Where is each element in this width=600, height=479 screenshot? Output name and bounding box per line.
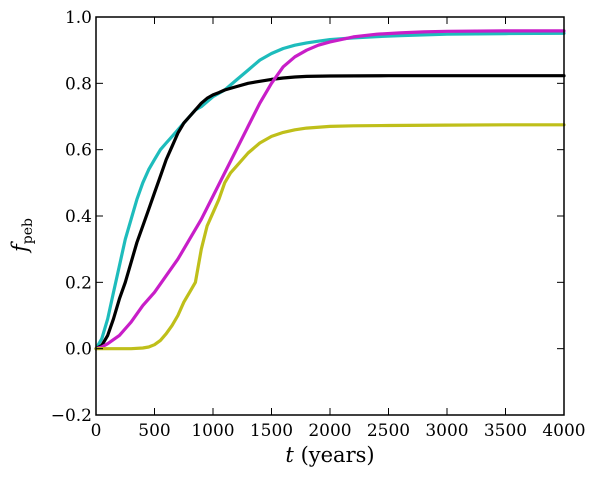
y-tick-label: 0.6 <box>65 141 92 161</box>
series-line-4 <box>94 123 566 351</box>
y-tick-label: 0.2 <box>65 273 92 293</box>
x-tick-label: 0 <box>91 421 102 441</box>
y-tick-label: 0.8 <box>65 74 92 94</box>
x-axis-unit: (years) <box>301 443 375 467</box>
series-line-1 <box>94 31 566 351</box>
y-tick-label: 0.4 <box>65 207 92 227</box>
y-axis-variable: f <box>8 241 32 254</box>
series-line-2 <box>94 74 566 351</box>
ticks-layer <box>95 16 565 416</box>
x-tick-label: 500 <box>138 421 170 441</box>
y-tick-label: 1.0 <box>65 8 92 28</box>
x-tick-label: 1500 <box>250 421 293 441</box>
x-tick-label: 2000 <box>308 421 351 441</box>
x-axis-title: t (years) <box>285 443 374 467</box>
series-layer <box>94 29 566 351</box>
x-axis-variable: t <box>285 443 294 467</box>
y-axis-subscript: peb <box>20 218 36 244</box>
x-tick-label: 3500 <box>484 421 527 441</box>
x-tick-label: 2500 <box>367 421 410 441</box>
y-tick-label: 0.0 <box>65 340 92 360</box>
x-tick-label: 3000 <box>425 421 468 441</box>
x-tick-label: 4000 <box>542 421 585 441</box>
x-tick-label: 1000 <box>191 421 234 441</box>
tick-labels-layer: 0 500 1000 1500 2000 2500 3000 3500 4000 −0.2 0.0 0… <box>51 8 586 441</box>
series-line-3 <box>94 29 566 351</box>
y-axis-title: fpeb <box>8 218 36 254</box>
y-tick-label: −0.2 <box>51 406 92 426</box>
